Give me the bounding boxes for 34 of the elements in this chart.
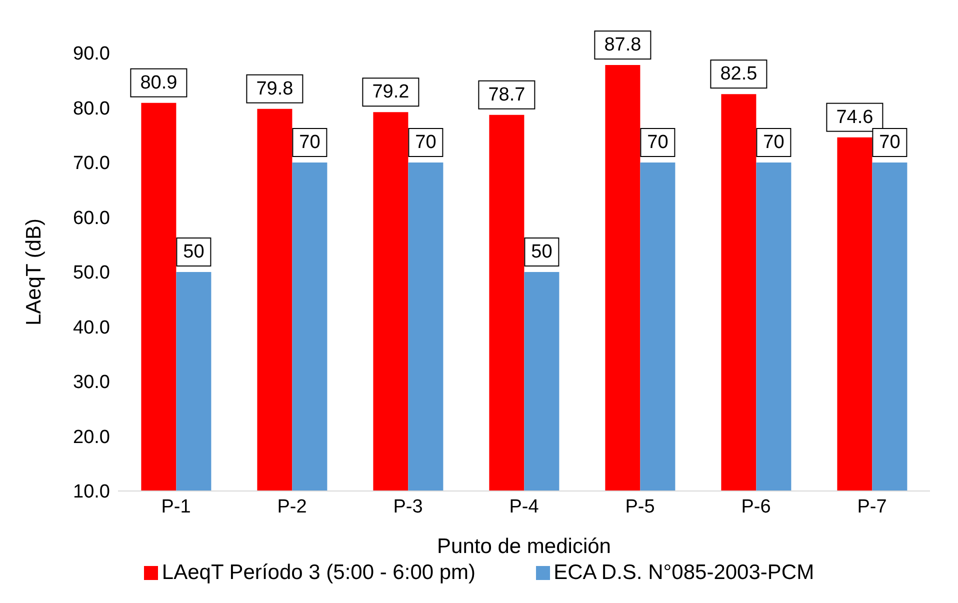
y-tick-label: 90.0 (73, 44, 110, 65)
y-tick-label: 10.0 (73, 482, 110, 503)
y-tick-label: 70.0 (73, 153, 110, 174)
y-axis-title: LAeqT (dB) (22, 218, 46, 326)
x-tick-label: P-2 (277, 496, 307, 518)
data-label: 50 (531, 242, 552, 262)
y-tick-label: 20.0 (73, 426, 110, 448)
data-label: 50 (183, 242, 204, 262)
y-tick-label: 30.0 (73, 372, 110, 394)
y-tick-label: 60.0 (73, 208, 110, 229)
data-label: 78.7 (488, 84, 526, 106)
data-label: 79.8 (256, 78, 294, 100)
data-label: 79.2 (372, 82, 410, 103)
y-tick-label: 50.0 (73, 262, 110, 284)
x-tick-label: P-4 (509, 496, 540, 518)
data-label: 70 (879, 132, 900, 153)
data-label: 80.9 (140, 72, 178, 94)
x-tick-label: P-7 (857, 496, 887, 518)
legend-label: ECA D.S. N°085-2003-PCM (554, 561, 814, 585)
data-label: 82.5 (720, 64, 758, 85)
data-label: 70 (415, 132, 436, 153)
x-axis-title: Punto de medición (437, 535, 611, 558)
x-tick-label: P-6 (741, 496, 771, 518)
data-label: 74.6 (836, 106, 874, 128)
y-tick-label: 80.0 (73, 98, 110, 120)
data-label: 70 (647, 132, 668, 153)
x-tick-label: P-3 (393, 496, 423, 518)
data-label: 87.8 (604, 34, 642, 56)
data-label: 70 (299, 132, 320, 153)
data-label: 70 (763, 132, 784, 153)
x-tick-label: P-1 (161, 496, 191, 518)
x-tick-label: P-5 (625, 496, 655, 518)
legend-label: LAeqT Período 3 (5:00 - 6:00 pm) (162, 561, 476, 585)
y-tick-label: 40.0 (73, 317, 110, 338)
